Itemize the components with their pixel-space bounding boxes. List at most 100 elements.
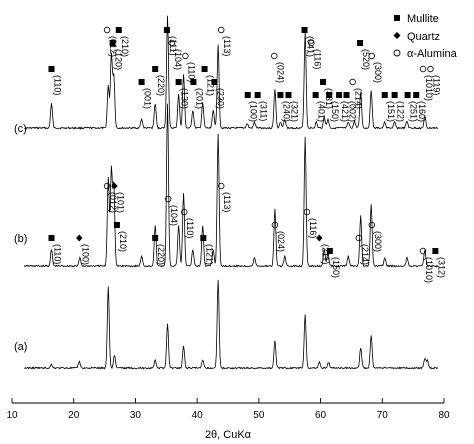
diffraction-trace <box>23 103 439 268</box>
peak-label: (240) <box>281 101 291 122</box>
peak-label: (220) <box>156 244 166 265</box>
peak-label: (331) <box>324 88 334 109</box>
panel-label: (b) <box>14 233 27 245</box>
peak-label: (119) <box>431 75 441 95</box>
mullite-marker <box>320 79 327 85</box>
peak-label: (214) <box>360 244 370 265</box>
quartz-marker <box>316 234 323 242</box>
peak-label: (251) <box>409 101 419 122</box>
peak-label: (120) <box>114 49 124 70</box>
mullite-marker <box>326 248 333 254</box>
alumina-marker <box>308 39 315 47</box>
alumina-marker <box>103 26 111 34</box>
x-axis: 10 20 30 40 50 60 70 80 2θ, CuKα <box>6 398 450 441</box>
peak-label: (110) <box>52 244 62 264</box>
mullite-marker <box>381 92 388 98</box>
alumina-marker <box>218 182 225 190</box>
alumina-marker <box>103 182 111 190</box>
peak-label: (1010) <box>424 257 434 283</box>
pattern-c: (c)(110)(012)(120)(210)(001)(220)(111)(1… <box>14 15 441 135</box>
alumina-marker <box>419 247 427 255</box>
mullite-marker <box>211 79 218 85</box>
peak-label: (116) <box>312 49 322 69</box>
peak-label: (210) <box>120 36 130 57</box>
legend-alpha-alumina: α-Alumina <box>407 48 458 60</box>
alumina-marker <box>180 208 188 216</box>
x-tick-label: 60 <box>315 410 327 421</box>
peak-label: (201) <box>194 88 204 109</box>
peak-label: (110) <box>186 62 196 82</box>
x-tick-label: 70 <box>377 410 389 421</box>
peak-label: (012) <box>108 192 118 213</box>
alumina-marker <box>271 52 278 60</box>
alumina-marker <box>303 208 311 216</box>
mullite-marker <box>312 92 319 98</box>
peak-label: (113) <box>222 192 232 212</box>
mullite-marker <box>285 92 292 98</box>
peak-label: (130) <box>180 88 190 109</box>
mullite-marker <box>48 235 55 241</box>
mullite-marker <box>254 92 261 98</box>
peak-label: (300) <box>373 62 383 83</box>
alumina-marker <box>427 65 434 73</box>
mullite-marker <box>109 40 116 46</box>
mullite-marker <box>326 92 333 98</box>
mullite-marker <box>200 235 207 241</box>
alumina-marker <box>368 221 375 229</box>
peak-label: (100) <box>80 244 90 265</box>
pattern-a: (a) (110) (100) (012)(101) (210) (220) (104) (1… <box>14 182 446 370</box>
peak-label: (041) <box>306 36 316 57</box>
x-tick-label: 10 <box>6 410 18 421</box>
mullite-marker <box>190 79 197 85</box>
mullite-marker <box>432 248 439 254</box>
peak-label: (101) <box>115 192 125 213</box>
mullite-marker <box>138 79 145 85</box>
alumina-marker <box>355 234 363 242</box>
peak-label: (220) <box>156 75 166 96</box>
legend-quartz: Quartz <box>407 31 440 43</box>
pattern-b: (b) <box>14 103 439 268</box>
peak-label: (321) <box>289 101 299 122</box>
peak-label: (110) <box>52 75 62 95</box>
peak-label: (104) <box>173 49 183 70</box>
peak-label: (230) <box>215 88 225 109</box>
mullite-marker <box>163 27 170 33</box>
peak-label: (100) <box>249 101 259 122</box>
alumina-marker <box>368 52 375 60</box>
alumina-legend-marker <box>393 49 401 57</box>
mullite-marker <box>301 27 308 33</box>
peak-label: (214) <box>354 88 364 109</box>
panel-label: (a) <box>14 341 27 353</box>
peak-label: (1010) <box>424 75 434 101</box>
mullite-marker <box>277 92 284 98</box>
mullite-marker <box>152 235 159 241</box>
x-tick-label: 50 <box>253 410 265 421</box>
x-tick-label: 20 <box>68 410 80 421</box>
peak-label: (150) <box>331 257 341 278</box>
mullite-marker <box>48 66 55 72</box>
xrd-patterns: (c)(110)(012)(120)(210)(001)(220)(111)(1… <box>14 15 446 370</box>
peak-label: (312) <box>436 257 446 278</box>
quartz-marker <box>111 182 118 190</box>
panel-label: (c) <box>14 123 27 135</box>
alumina-marker <box>419 65 427 73</box>
mullite-legend-marker <box>394 15 400 21</box>
peak-label: (104) <box>169 205 179 226</box>
peak-label: (024) <box>275 62 285 83</box>
peak-label: (160) <box>417 101 427 122</box>
mullite-marker <box>404 92 411 98</box>
x-tick-label: 40 <box>192 410 204 421</box>
peak-label: (012) <box>108 36 118 57</box>
quartz-marker <box>76 234 83 242</box>
peak-label: (150) <box>330 101 340 122</box>
alumina-marker <box>182 52 189 60</box>
legend: Mullite Quartz α-Alumina <box>393 13 458 60</box>
mullite-marker <box>357 40 364 46</box>
mullite-marker <box>413 92 420 98</box>
peak-label: (001) <box>143 88 153 109</box>
mullite-marker <box>343 92 350 98</box>
alumina-marker <box>164 195 172 203</box>
legend-mullite: Mullite <box>407 13 439 25</box>
mullite-marker <box>113 222 120 228</box>
